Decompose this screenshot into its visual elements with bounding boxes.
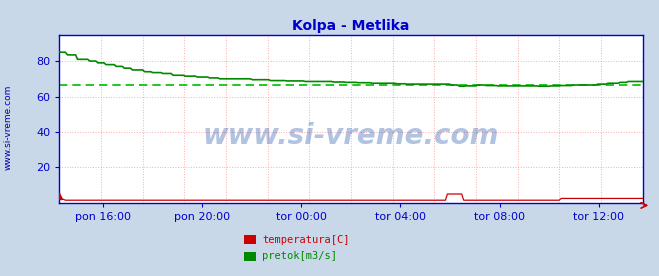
Text: temperatura[C]: temperatura[C]	[262, 235, 350, 245]
Title: Kolpa - Metlika: Kolpa - Metlika	[292, 19, 410, 33]
Bar	[244, 252, 256, 261]
Text: www.si-vreme.com: www.si-vreme.com	[203, 121, 499, 150]
Bar	[244, 235, 256, 244]
Text: pretok[m3/s]: pretok[m3/s]	[262, 251, 337, 261]
Text: www.si-vreme.com: www.si-vreme.com	[4, 84, 13, 170]
